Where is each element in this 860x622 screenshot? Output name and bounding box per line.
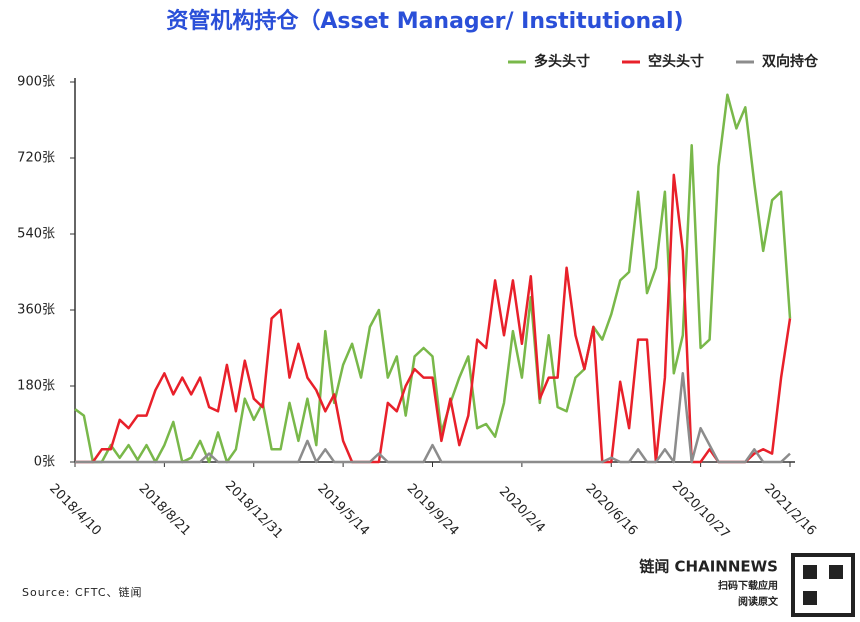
source-note: Source: CFTC、链闻 <box>22 585 143 599</box>
legend-label: 多头头寸 <box>534 53 590 70</box>
y-tick-label: 0张 <box>34 455 55 470</box>
qr-code <box>791 553 855 617</box>
qr-code <box>829 565 843 579</box>
legend-label: 双向持仓 <box>762 53 819 70</box>
y-tick-label: 360张 <box>17 303 55 318</box>
brand-line: 阅读原文 <box>738 595 779 608</box>
qr-code <box>803 565 817 579</box>
series-line <box>74 93 792 464</box>
series-line <box>75 372 791 464</box>
y-tick-label: 540张 <box>17 227 55 242</box>
legend-label: 空头头寸 <box>648 53 704 70</box>
series-line <box>75 173 792 464</box>
y-tick-label: 180张 <box>17 379 55 394</box>
y-tick-label: 720张 <box>17 151 55 166</box>
brand: 链闻 CHAINNEWS <box>639 558 778 576</box>
y-tick-label: 900张 <box>17 75 55 90</box>
chart-title: 资管机构持仓（Asset Manager/ Institutional) <box>166 8 683 34</box>
brand-line: 扫码下载应用 <box>718 579 778 592</box>
qr-code <box>803 591 817 605</box>
